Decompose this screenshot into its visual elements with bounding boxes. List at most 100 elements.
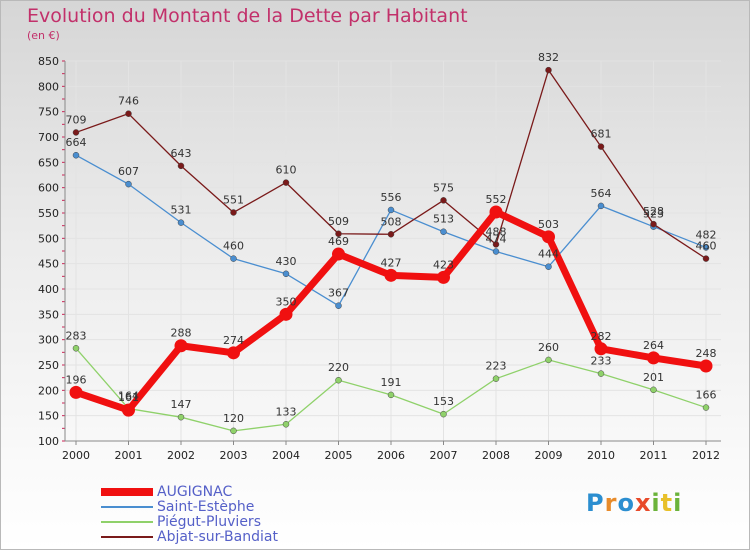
data-label: 444 — [538, 248, 559, 261]
data-label: 133 — [276, 405, 297, 418]
data-label: 482 — [696, 228, 717, 241]
data-point — [72, 345, 80, 352]
logo-letter: i — [673, 489, 683, 517]
data-point — [335, 376, 342, 384]
legend-label: Piégut-Pluviers — [157, 514, 261, 530]
data-label: 161 — [118, 391, 139, 404]
data-label: 427 — [381, 256, 402, 269]
data-point — [702, 255, 710, 262]
x-tick-label: 2006 — [377, 449, 405, 462]
y-tick-label: 700 — [38, 131, 59, 144]
x-tick-label: 2000 — [62, 449, 90, 462]
chart-title: Evolution du Montant de la Dette par Hab… — [27, 5, 468, 27]
data-label: 166 — [696, 389, 717, 402]
data-point — [387, 206, 395, 214]
legend: AUGIGNAC Saint-Estèphe Piégut-Pluviers Abja… — [101, 484, 361, 545]
legend-swatch — [101, 506, 153, 508]
x-tick-label: 2007 — [430, 449, 458, 462]
data-label: 196 — [66, 373, 87, 386]
data-point — [387, 231, 395, 238]
data-label: 233 — [591, 355, 612, 368]
legend-item: Piégut-Pluviers — [101, 514, 361, 530]
data-point — [492, 375, 500, 382]
data-label: 147 — [171, 398, 192, 411]
data-label: 423 — [433, 258, 454, 271]
data-label: 681 — [591, 128, 612, 141]
data-point — [440, 228, 447, 235]
y-tick-label: 350 — [38, 308, 59, 321]
data-point — [230, 209, 237, 216]
x-tick-label: 2012 — [692, 449, 720, 462]
data-point — [702, 404, 710, 411]
data-point — [174, 339, 188, 353]
y-tick-label: 300 — [38, 334, 59, 347]
data-point — [387, 391, 395, 399]
data-point — [230, 427, 237, 435]
data-point — [72, 129, 80, 136]
legend-swatch — [101, 488, 153, 496]
data-point — [594, 342, 608, 356]
data-label: 643 — [171, 147, 192, 160]
chart-subtitle: (en €) — [27, 29, 60, 42]
data-point — [282, 270, 290, 278]
data-point — [597, 202, 605, 210]
y-tick-label: 750 — [38, 106, 59, 119]
data-label: 367 — [328, 287, 349, 300]
data-label: 564 — [591, 187, 612, 200]
data-label: 832 — [538, 51, 559, 64]
legend-item: AUGIGNAC — [101, 484, 361, 500]
legend-label: Abjat-sur-Bandiat — [157, 529, 278, 545]
logo-letter: i — [651, 489, 661, 517]
data-label: 220 — [328, 361, 349, 374]
data-label: 709 — [66, 113, 87, 126]
data-label: 664 — [66, 136, 87, 149]
data-label: 746 — [118, 95, 139, 108]
data-point — [440, 410, 447, 418]
data-point — [125, 180, 132, 188]
data-point — [177, 162, 185, 170]
line-chart: 100 150 200 250 300 350 400 450 500 550 600 650 700 7… — [38, 51, 721, 462]
x-tick-label: 2010 — [587, 449, 615, 462]
y-tick-label: 450 — [38, 258, 59, 271]
data-point — [282, 421, 290, 428]
legend-label: AUGIGNAC — [157, 484, 233, 500]
logo-letter: o — [617, 489, 635, 517]
data-label: 610 — [276, 164, 297, 177]
y-tick-label: 250 — [38, 359, 59, 372]
data-point — [597, 143, 605, 150]
legend-label: Saint-Estèphe — [157, 499, 255, 515]
data-point — [597, 370, 605, 377]
data-label: 508 — [381, 215, 402, 228]
data-label: 556 — [381, 191, 402, 204]
x-tick-label: 2001 — [115, 449, 143, 462]
data-label: 430 — [276, 255, 297, 268]
proxiti-logo: Proxiti — [586, 489, 682, 517]
data-label: 513 — [433, 213, 454, 226]
data-label: 460 — [696, 240, 717, 253]
logo-letter: r — [604, 489, 618, 517]
data-label: 264 — [643, 339, 664, 352]
data-labels: 709 746 643 551 610 509 508 575 488 832 681 528 460 6… — [66, 51, 717, 425]
x-tick-label: 2008 — [482, 449, 510, 462]
data-point — [489, 205, 503, 219]
grid-lines — [65, 60, 721, 442]
y-tick-labels: 100 150 200 250 300 350 400 450 500 550 600 650 700 7… — [38, 55, 59, 448]
x-tick-label: 2004 — [272, 449, 300, 462]
y-tick-label: 800 — [38, 80, 59, 93]
x-tick-label: 2003 — [220, 449, 248, 462]
data-label: 460 — [223, 240, 244, 253]
data-point — [335, 302, 342, 309]
data-point — [542, 230, 555, 244]
data-point — [545, 263, 552, 270]
y-tick-label: 500 — [38, 232, 59, 245]
data-point — [335, 230, 342, 238]
x-tick-label: 2002 — [167, 449, 195, 462]
data-label: 528 — [643, 205, 664, 218]
data-label: 288 — [171, 327, 192, 340]
data-point — [650, 386, 657, 394]
data-label: 488 — [486, 225, 507, 238]
data-label: 509 — [328, 215, 349, 228]
data-label: 248 — [696, 347, 717, 360]
y-tick-label: 850 — [38, 55, 59, 68]
data-label: 260 — [538, 341, 559, 354]
